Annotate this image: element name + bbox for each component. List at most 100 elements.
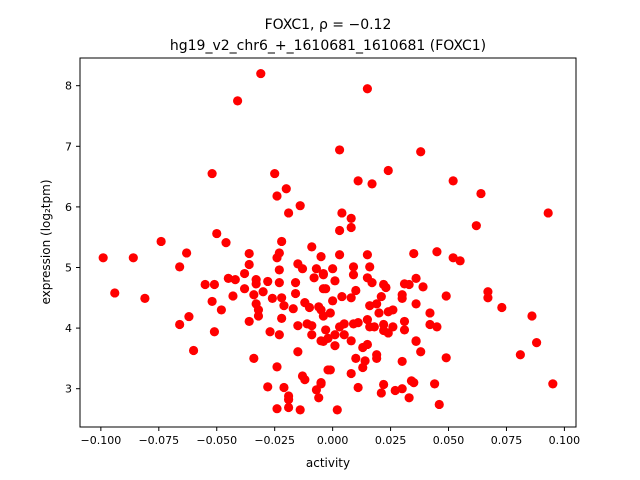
y-axis-ticks: 3 4 5 6 7 8 [65, 80, 80, 396]
data-point [188, 345, 199, 356]
data-point [411, 336, 421, 346]
data-point [332, 405, 342, 415]
data-point [351, 285, 361, 296]
data-point [543, 208, 553, 218]
data-point [258, 287, 268, 297]
data-point [321, 284, 331, 294]
data-point [527, 311, 537, 321]
data-point [288, 304, 298, 314]
data-point [98, 253, 108, 263]
data-point [239, 268, 250, 279]
data-point [348, 270, 359, 280]
data-point [399, 316, 410, 327]
data-point [351, 353, 361, 363]
data-point [381, 282, 391, 293]
data-point [110, 288, 120, 298]
data-point [367, 179, 377, 189]
data-point [267, 293, 277, 304]
data-point [388, 305, 398, 315]
data-point [272, 253, 282, 263]
data-point [367, 278, 377, 288]
data-point [348, 262, 359, 272]
data-point [249, 290, 259, 300]
data-point [263, 382, 273, 392]
data-point [376, 291, 386, 302]
data-point [277, 313, 287, 324]
data-point [212, 228, 222, 239]
data-point [182, 248, 192, 258]
data-point [311, 385, 322, 395]
data-point [476, 188, 486, 199]
data-point [397, 384, 407, 394]
data-point [346, 336, 356, 346]
data-point [353, 382, 363, 393]
data-point [471, 221, 481, 231]
data-point [316, 336, 326, 346]
data-point [274, 278, 284, 288]
x-tick-label: 0.000 [317, 434, 349, 447]
data-point [388, 322, 398, 332]
data-point [330, 341, 340, 351]
data-point [353, 318, 363, 328]
data-point [316, 378, 326, 388]
data-point [334, 250, 345, 260]
data-point [425, 308, 435, 318]
data-point [346, 222, 356, 233]
data-point [277, 236, 287, 247]
data-point [311, 264, 322, 274]
data-point [372, 353, 382, 363]
data-point [200, 279, 210, 290]
data-point [209, 279, 220, 290]
data-point [346, 293, 356, 303]
data-point [293, 347, 303, 357]
data-point [156, 236, 166, 247]
y-tick-label: 7 [65, 140, 72, 153]
data-point [531, 338, 542, 348]
data-point [448, 176, 458, 186]
data-point [216, 305, 226, 315]
x-tick-label: −0.050 [196, 434, 237, 447]
data-point [339, 330, 349, 340]
data-point [316, 251, 326, 262]
data-point [318, 270, 328, 280]
data-point [295, 201, 305, 211]
data-point [441, 291, 451, 301]
data-point [362, 84, 373, 94]
data-point [290, 278, 301, 288]
data-point [314, 393, 324, 403]
data-point [325, 365, 335, 375]
data-point [295, 405, 305, 415]
data-point [244, 259, 254, 270]
data-point [383, 165, 393, 176]
data-point [304, 302, 315, 313]
data-point [265, 327, 275, 337]
x-axis-label: activity [306, 456, 350, 470]
data-point [184, 311, 194, 322]
data-point [346, 368, 356, 379]
data-point [207, 296, 217, 307]
data-point [430, 379, 440, 389]
x-tick-label: 0.025 [375, 434, 407, 447]
data-point [339, 319, 349, 329]
data-point [244, 248, 254, 259]
data-point [379, 379, 389, 390]
data-point [397, 293, 407, 304]
data-point [448, 253, 458, 263]
data-point [362, 250, 373, 260]
data-point [372, 299, 382, 309]
data-point [390, 385, 400, 396]
y-tick-label: 3 [65, 383, 72, 396]
data-point [425, 319, 435, 330]
data-point [362, 339, 373, 350]
data-point [325, 308, 335, 318]
data-point [418, 282, 428, 292]
data-point [411, 273, 421, 284]
y-tick-label: 6 [65, 201, 72, 214]
data-point [223, 273, 233, 284]
data-point [483, 293, 493, 303]
data-point [283, 402, 294, 413]
data-point [128, 253, 138, 263]
x-tick-label: 0.100 [549, 434, 581, 447]
